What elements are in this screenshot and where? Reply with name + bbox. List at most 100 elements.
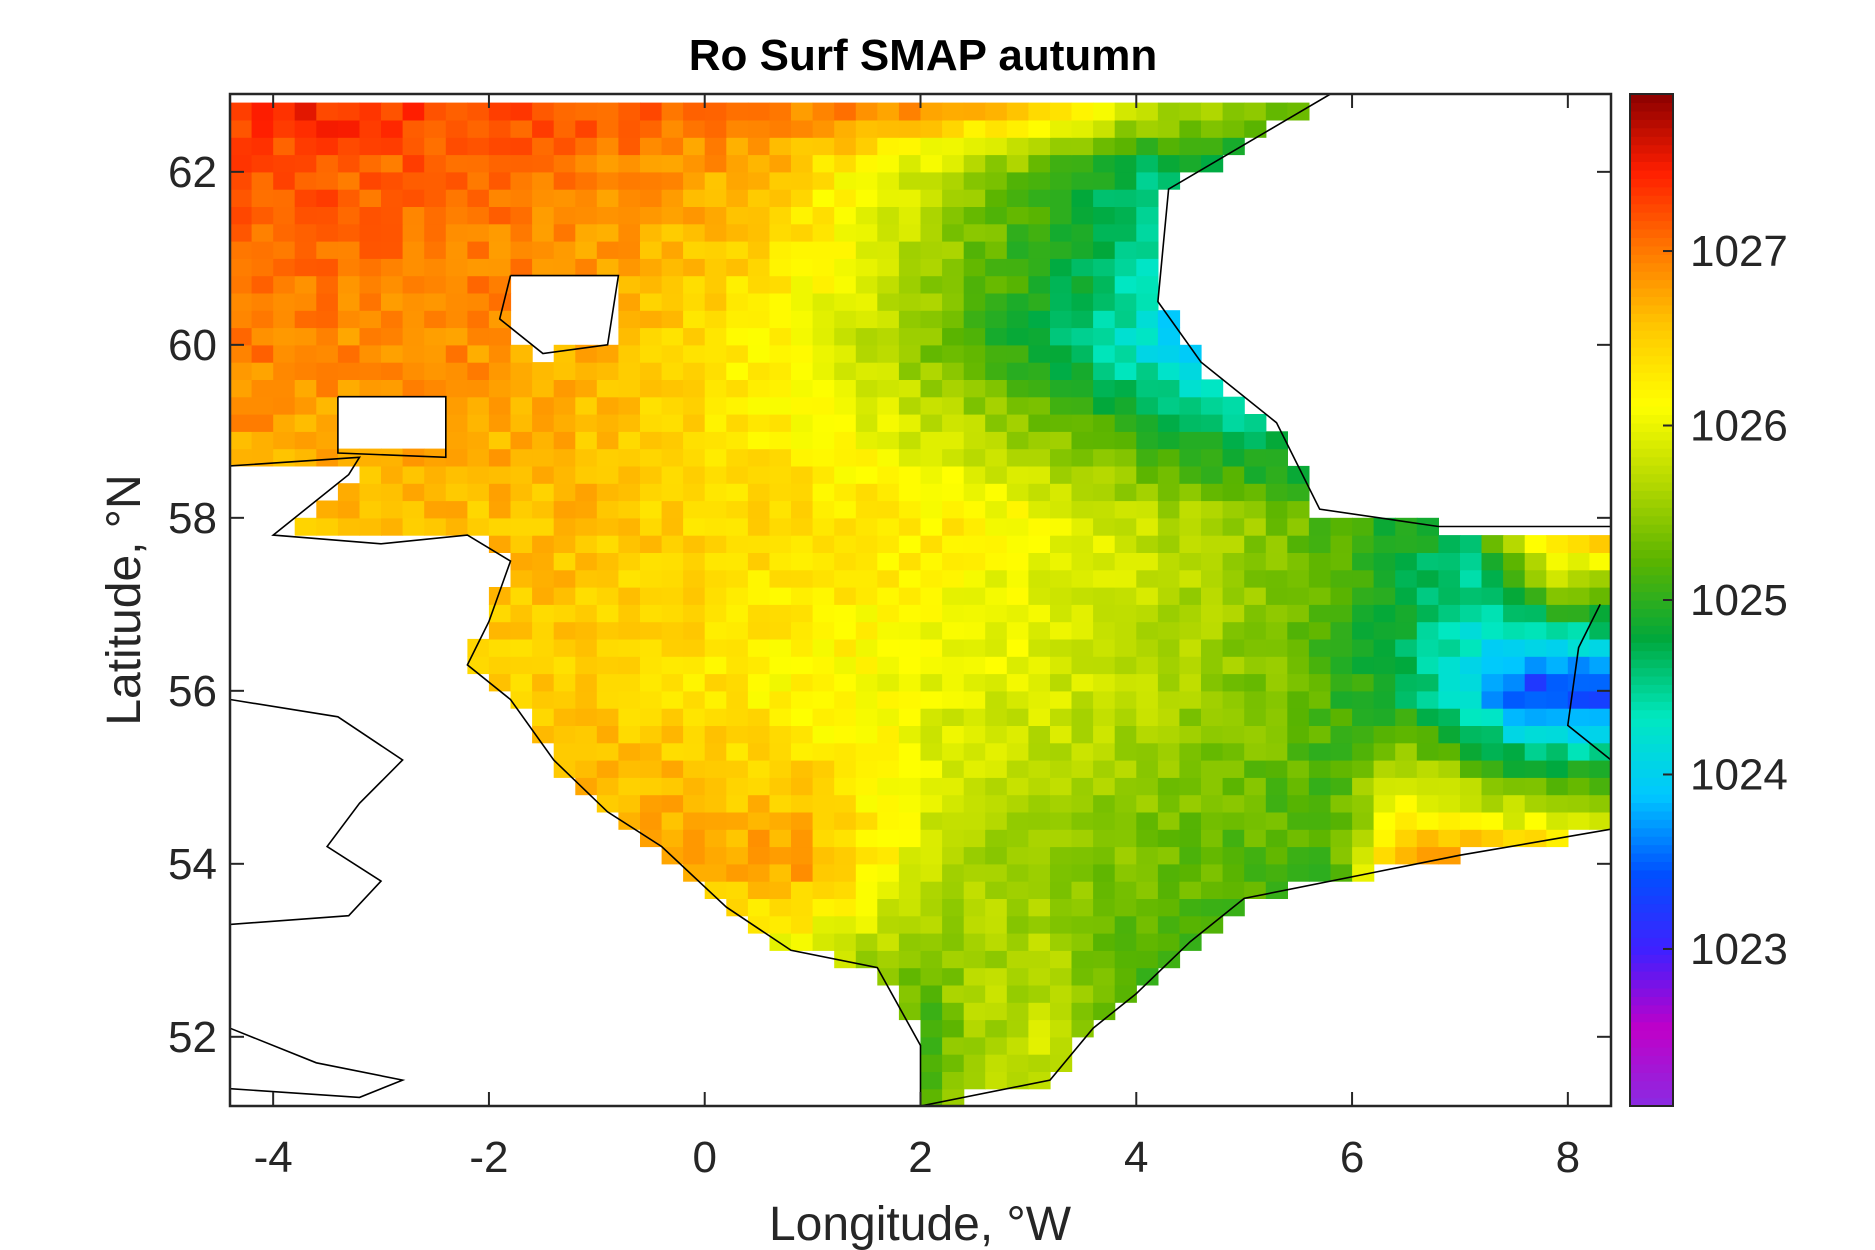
heatmap-cell bbox=[1028, 760, 1051, 778]
heatmap-cell bbox=[294, 206, 317, 225]
heatmap-cell bbox=[381, 465, 404, 484]
heatmap-cell bbox=[791, 500, 814, 519]
heatmap-cell bbox=[575, 258, 598, 277]
heatmap-cell bbox=[230, 102, 253, 121]
colorbar-segment bbox=[1630, 465, 1673, 475]
heatmap-cell bbox=[683, 171, 706, 190]
heatmap-cell bbox=[596, 431, 619, 450]
heatmap-cell bbox=[532, 448, 555, 467]
heatmap-cell bbox=[1179, 344, 1202, 363]
heatmap-cell bbox=[1050, 811, 1073, 830]
heatmap-cell bbox=[985, 742, 1008, 761]
heatmap-cell bbox=[726, 292, 749, 311]
heatmap-cell bbox=[1438, 846, 1461, 865]
heatmap-cell bbox=[402, 258, 425, 277]
colorbar-segment bbox=[1630, 718, 1673, 728]
heatmap-cell bbox=[596, 379, 619, 398]
heatmap-cell bbox=[1071, 362, 1094, 380]
heatmap-cell bbox=[747, 829, 771, 848]
heatmap-cell bbox=[704, 725, 727, 744]
heatmap-cell bbox=[877, 275, 900, 294]
heatmap-cell bbox=[920, 690, 943, 709]
heatmap-cell bbox=[1114, 414, 1137, 432]
heatmap-cell bbox=[1287, 483, 1310, 502]
heatmap-cell bbox=[640, 102, 663, 121]
heatmap-cell bbox=[618, 310, 641, 329]
heatmap-cell bbox=[575, 500, 598, 519]
heatmap-cell bbox=[1481, 535, 1504, 553]
heatmap-cell bbox=[1157, 656, 1181, 675]
heatmap-cell bbox=[1114, 137, 1137, 156]
heatmap-cell bbox=[747, 794, 771, 813]
colorbar-segment bbox=[1630, 127, 1673, 137]
colorbar-tick-label: 1025 bbox=[1690, 576, 1788, 625]
heatmap-cell bbox=[1567, 569, 1590, 588]
heatmap-cell bbox=[1244, 811, 1267, 830]
heatmap-cell bbox=[1157, 362, 1181, 380]
heatmap-cell bbox=[553, 396, 576, 415]
heatmap-cell bbox=[661, 137, 684, 156]
heatmap-cell bbox=[1567, 673, 1590, 692]
heatmap-cell bbox=[898, 327, 922, 346]
heatmap-cell bbox=[1028, 881, 1051, 899]
heatmap-cell bbox=[1265, 638, 1288, 657]
heatmap-cell bbox=[1136, 881, 1159, 899]
heatmap-cell bbox=[359, 379, 382, 398]
heatmap-cell bbox=[1006, 241, 1029, 259]
heatmap-cell bbox=[726, 241, 749, 259]
heatmap-cell bbox=[661, 102, 684, 121]
heatmap-cell bbox=[1589, 604, 1611, 623]
heatmap-cell bbox=[1028, 656, 1051, 675]
heatmap-cell bbox=[920, 171, 943, 190]
heatmap-cell bbox=[1028, 967, 1051, 986]
y-tick-label: 62 bbox=[168, 148, 217, 197]
heatmap-cell bbox=[1071, 1019, 1094, 1038]
colorbar-segment bbox=[1630, 515, 1673, 525]
heatmap-cell bbox=[1028, 638, 1051, 657]
heatmap-cell bbox=[1114, 500, 1137, 519]
heatmap-cell bbox=[704, 362, 727, 380]
heatmap-cell bbox=[294, 414, 317, 432]
heatmap-cell bbox=[963, 621, 986, 640]
heatmap-cell bbox=[294, 292, 317, 311]
heatmap-cell bbox=[1201, 396, 1224, 415]
heatmap-cell bbox=[812, 189, 835, 207]
y-tick-label: 56 bbox=[168, 667, 217, 716]
heatmap-cell bbox=[1114, 327, 1137, 346]
colorbar-segment bbox=[1630, 928, 1673, 938]
heatmap-cell bbox=[877, 292, 900, 311]
heatmap-cell bbox=[381, 119, 404, 138]
heatmap-cell bbox=[618, 811, 641, 830]
heatmap-cell bbox=[1050, 275, 1073, 294]
heatmap-cell bbox=[381, 275, 404, 294]
heatmap-cell bbox=[704, 760, 727, 778]
heatmap-cell bbox=[1050, 656, 1073, 675]
heatmap-cell bbox=[877, 414, 900, 432]
heatmap-cell bbox=[942, 587, 965, 605]
heatmap-cell bbox=[553, 119, 576, 138]
heatmap-cell bbox=[1352, 760, 1375, 778]
heatmap-cell bbox=[467, 310, 490, 329]
heatmap-cell bbox=[747, 119, 771, 138]
colorbar-segment bbox=[1630, 338, 1673, 348]
heatmap-cell bbox=[1222, 673, 1245, 692]
heatmap-cell bbox=[251, 154, 274, 173]
heatmap-cell bbox=[1201, 673, 1224, 692]
colorbar-segment bbox=[1630, 819, 1673, 829]
heatmap-cell bbox=[1157, 379, 1181, 398]
heatmap-cell bbox=[683, 119, 706, 138]
heatmap-cell bbox=[704, 811, 727, 830]
heatmap-cell bbox=[1589, 535, 1611, 553]
heatmap-cell bbox=[1438, 777, 1461, 796]
heatmap-cell bbox=[683, 362, 706, 380]
heatmap-cell bbox=[488, 656, 512, 675]
heatmap-cell bbox=[898, 552, 922, 571]
heatmap-cell bbox=[985, 569, 1008, 588]
heatmap-cell bbox=[747, 362, 771, 380]
heatmap-cell bbox=[769, 206, 792, 225]
heatmap-cell bbox=[1373, 760, 1396, 778]
heatmap-cell bbox=[726, 621, 749, 640]
heatmap-cell bbox=[618, 673, 641, 692]
heatmap-cell bbox=[942, 673, 965, 692]
coastline-path bbox=[230, 456, 922, 1106]
